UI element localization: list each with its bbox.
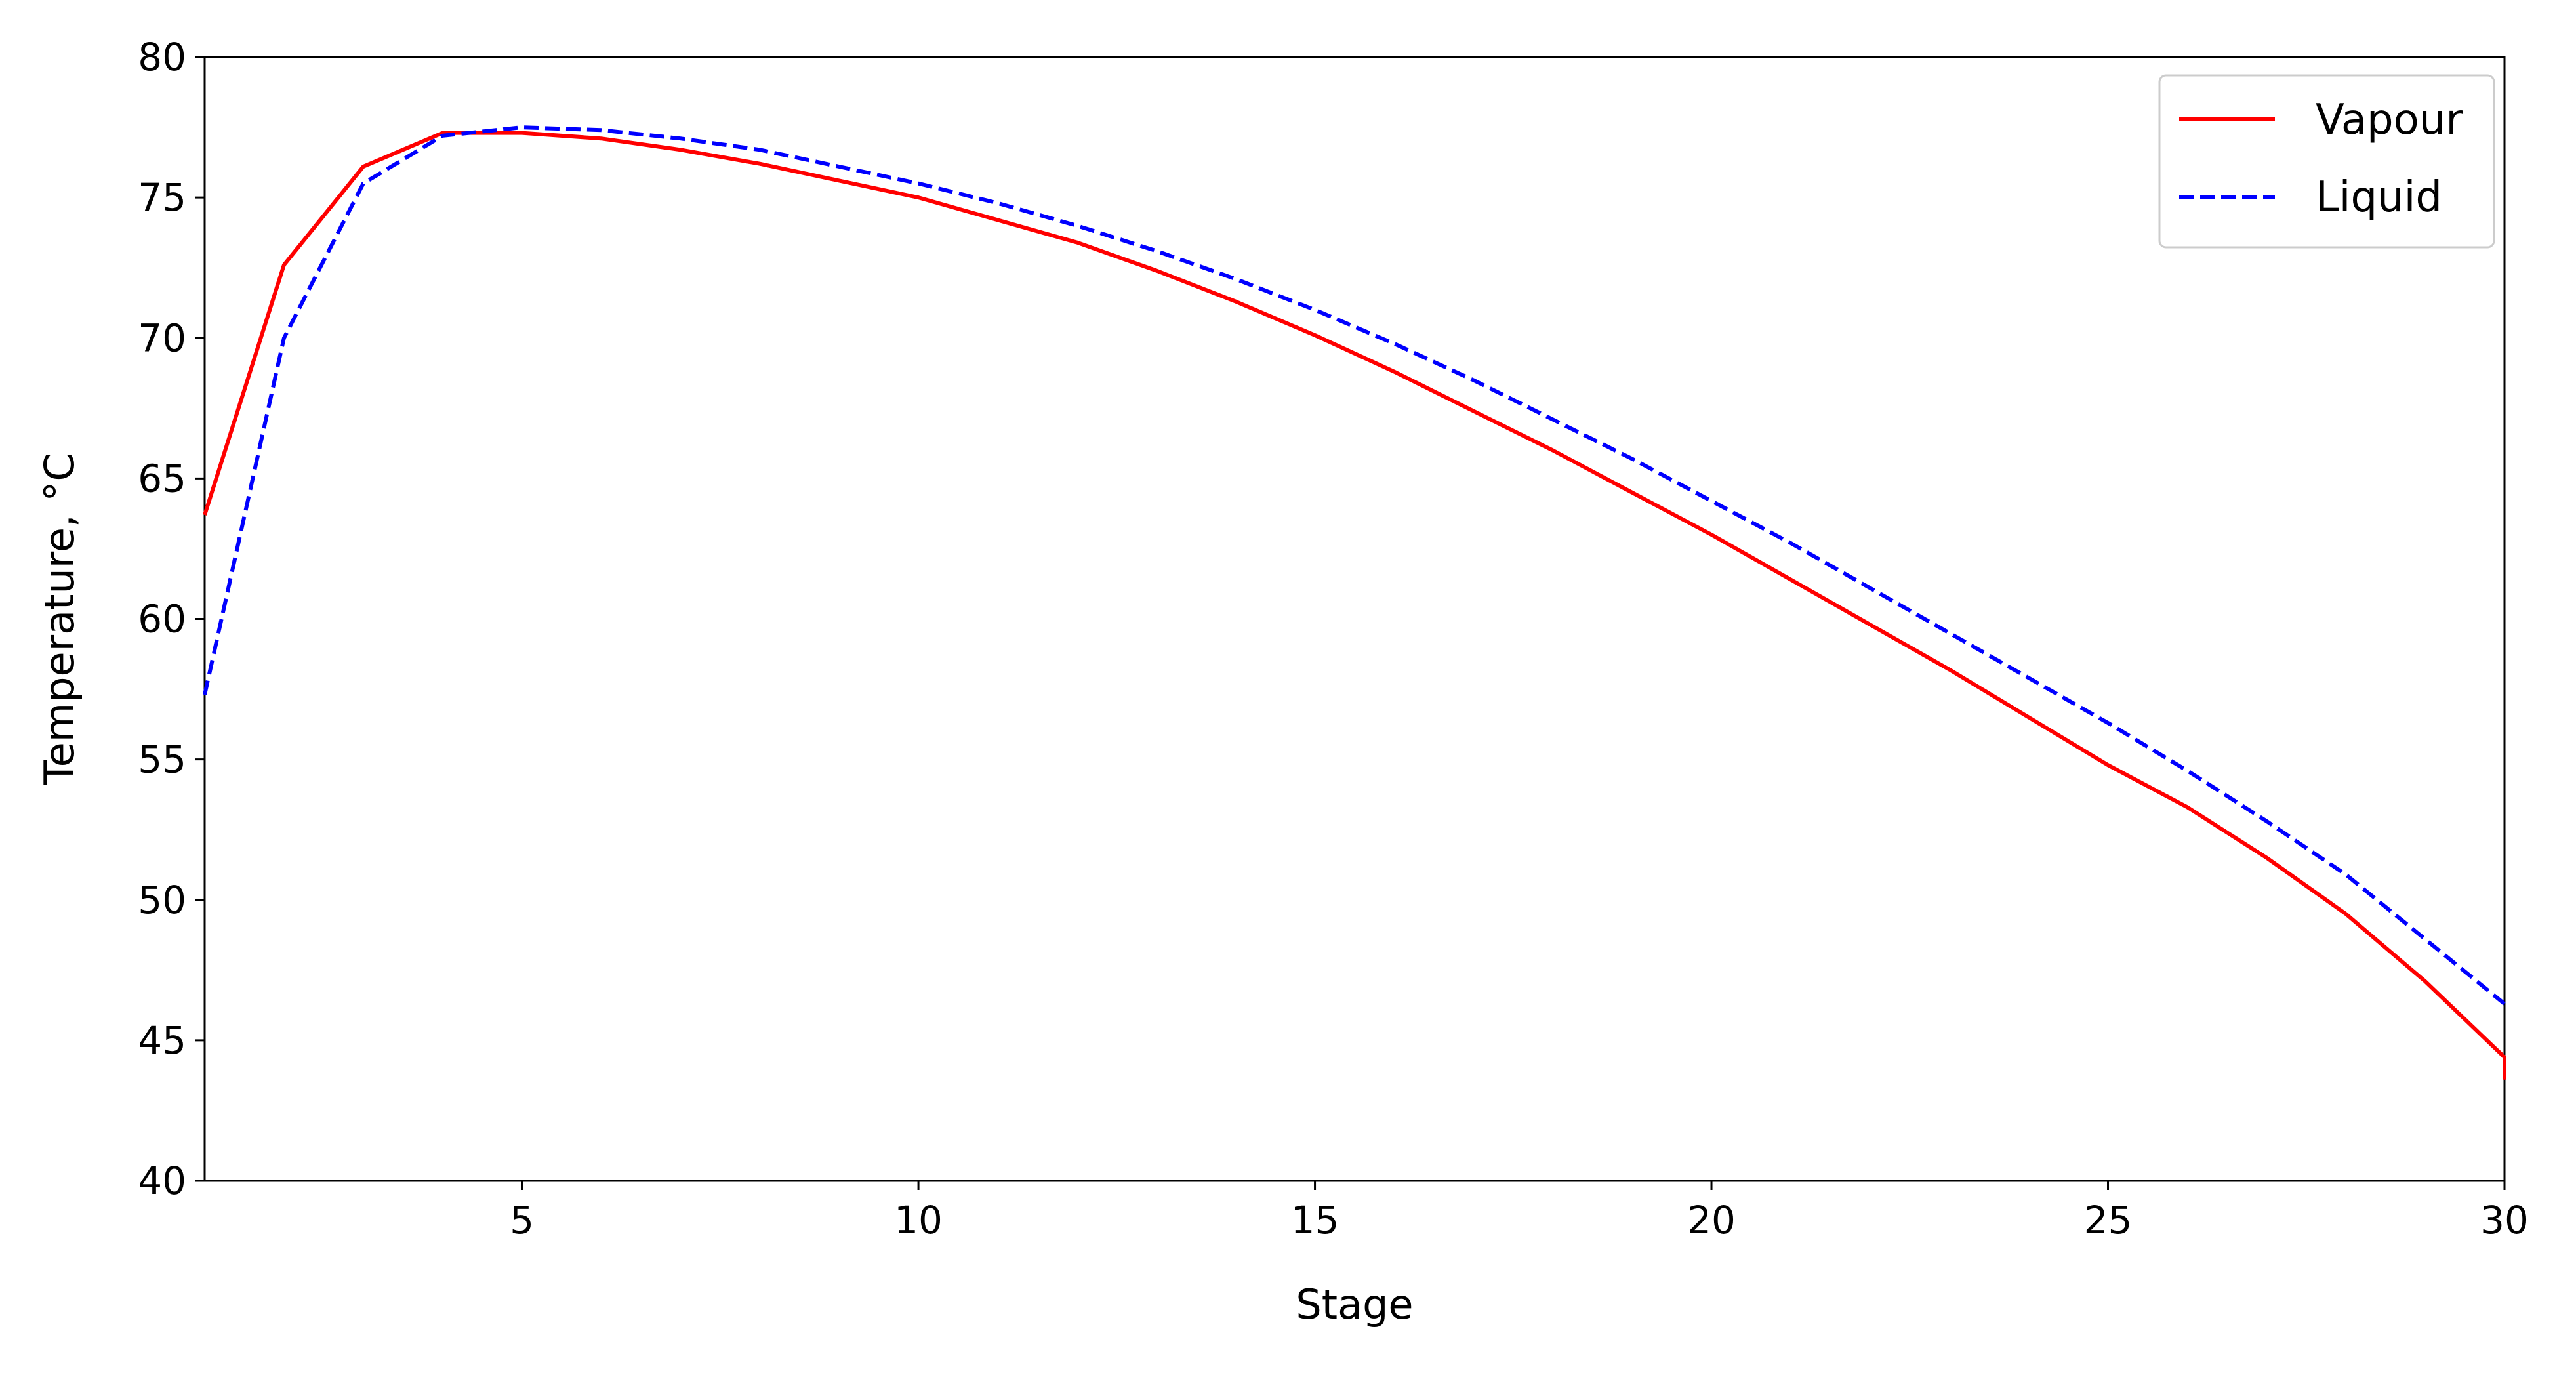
series-layer [203,125,2506,1080]
y-axis-ticks: 40 45 50 55 60 65 70 75 80 [138,35,205,1203]
y-tick-label: 70 [138,316,186,360]
y-tick-label: 55 [138,737,186,782]
x-axis-label: Stage [1296,1281,1413,1328]
x-tick-label: 20 [1687,1198,1736,1242]
legend-label-liquid: Liquid [2316,173,2442,222]
y-tick-label: 45 [138,1018,186,1063]
x-tick-label: 5 [510,1198,534,1242]
y-axis-label: Temperature, °C [35,453,83,785]
legend-label-vapour: Vapour [2316,96,2463,144]
x-tick-label: 10 [894,1198,943,1242]
series-line-vapour [203,131,2506,1080]
y-tick-label: 60 [138,597,186,642]
plot-area [203,56,2506,1182]
legend: Vapour Liquid [2158,74,2495,249]
y-tick-label: 80 [138,35,186,79]
x-axis-ticks: 5 10 15 20 25 30 [510,1181,2529,1242]
y-tick-label: 75 [138,175,186,220]
y-tick-label: 40 [138,1159,186,1203]
x-tick-label: 25 [2084,1198,2133,1242]
y-tick-label: 65 [138,456,186,501]
plot-frame [203,56,2506,1182]
series-line-liquid [203,125,2506,1006]
x-tick-label: 30 [2480,1198,2529,1242]
y-tick-label: 50 [138,878,186,922]
x-tick-label: 15 [1291,1198,1339,1242]
